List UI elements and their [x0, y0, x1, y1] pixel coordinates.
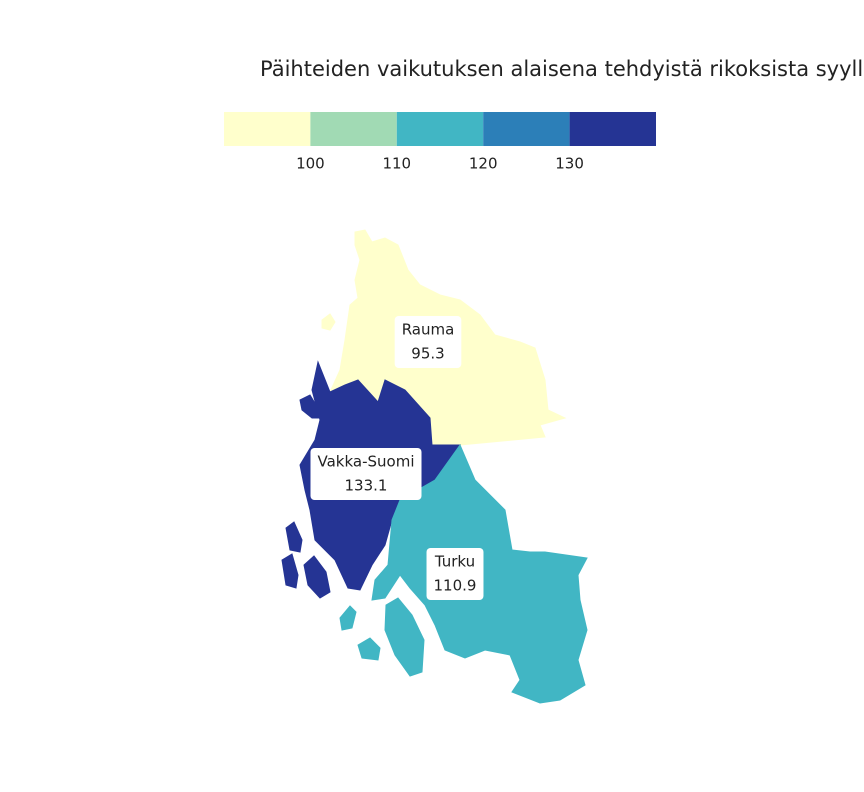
legend-tick-label: 120: [469, 155, 498, 173]
legend-swatch: [396, 112, 484, 146]
region: [384, 597, 425, 677]
label-box: [310, 448, 422, 500]
region-name: Vakka-Suomi: [318, 453, 415, 471]
region-value: 133.1: [345, 477, 388, 495]
region-value: 110.9: [434, 577, 477, 595]
legend-swatch: [483, 112, 570, 146]
region-name: Turku: [434, 553, 475, 571]
region: [357, 637, 381, 661]
legend-tick-label: 130: [555, 155, 584, 173]
region: [303, 555, 331, 599]
labels: Rauma 95.3 Vakka-Suomi 133.1 Turku 110.9: [310, 316, 484, 600]
legend-swatch: [569, 112, 656, 146]
region: [281, 553, 299, 589]
legend-swatch: [224, 112, 311, 146]
label-box: [394, 316, 462, 368]
legend: 100 110 120 130: [224, 112, 656, 173]
region: [285, 521, 303, 553]
legend-tick-label: 110: [382, 155, 411, 173]
region: [339, 605, 357, 631]
label-box: [426, 548, 484, 600]
region-value: 95.3: [411, 345, 444, 363]
region-name: Rauma: [402, 321, 455, 339]
chart-title: Päihteiden vaikutuksen alaisena tehdyist…: [260, 57, 864, 81]
legend-tick-label: 100: [296, 155, 325, 173]
region: [299, 394, 326, 419]
legend-swatch: [310, 112, 397, 146]
region: [321, 313, 336, 331]
